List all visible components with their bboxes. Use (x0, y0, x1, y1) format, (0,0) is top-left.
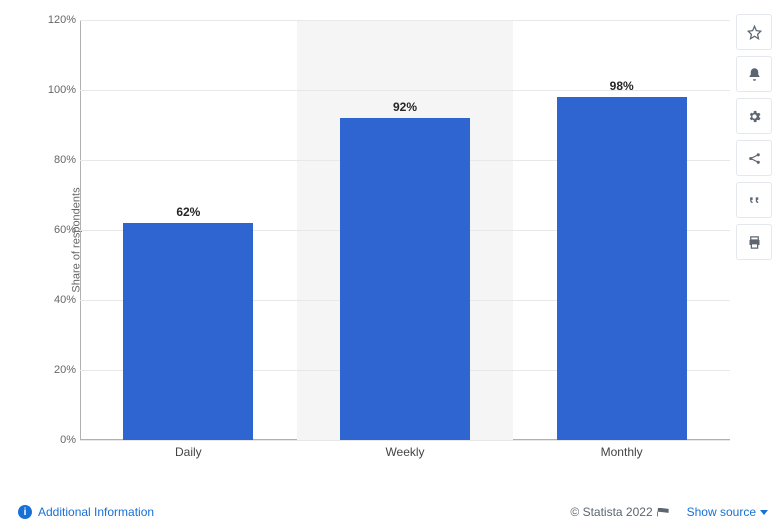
bar-value-label: 92% (393, 100, 417, 114)
footer-right: © Statista 2022 Show source (570, 505, 768, 519)
additional-info-label: Additional Information (38, 505, 154, 519)
footer: i Additional Information © Statista 2022… (18, 505, 768, 519)
print-button[interactable] (736, 224, 772, 260)
bar[interactable] (557, 97, 687, 440)
y-tick-label: 60% (36, 224, 76, 236)
x-tick-label: Monthly (601, 445, 643, 459)
info-icon: i (18, 505, 32, 519)
share-button[interactable] (736, 140, 772, 176)
bell-icon (747, 67, 762, 82)
gridline (80, 440, 730, 441)
print-icon (747, 235, 762, 250)
y-tick-label: 120% (36, 14, 76, 26)
y-tick-label: 20% (36, 364, 76, 376)
additional-info-link[interactable]: i Additional Information (18, 505, 154, 519)
settings-button[interactable] (736, 98, 772, 134)
cite-button[interactable] (736, 182, 772, 218)
side-toolbar (736, 14, 772, 260)
chevron-down-icon (760, 510, 768, 515)
x-tick-label: Daily (175, 445, 202, 459)
y-tick-label: 100% (36, 84, 76, 96)
quote-icon (747, 193, 762, 208)
plot-area: 0%20%40%60%80%100%120%62%Daily92%Weekly9… (80, 20, 730, 440)
bar[interactable] (340, 118, 470, 440)
copyright-text: © Statista 2022 (570, 505, 652, 519)
favorite-button[interactable] (736, 14, 772, 50)
chart-container: Share of respondents 0%20%40%60%80%100%1… (18, 10, 730, 470)
copyright: © Statista 2022 (570, 505, 668, 519)
x-tick-label: Weekly (385, 445, 424, 459)
show-source-label: Show source (687, 505, 756, 519)
bar[interactable] (123, 223, 253, 440)
notify-button[interactable] (736, 56, 772, 92)
show-source-link[interactable]: Show source (687, 505, 768, 519)
share-icon (747, 151, 762, 166)
bar-value-label: 62% (176, 205, 200, 219)
flag-icon (657, 508, 669, 517)
gridline (80, 20, 730, 21)
y-tick-label: 0% (36, 434, 76, 446)
bar-value-label: 98% (610, 79, 634, 93)
gear-icon (747, 109, 762, 124)
star-icon (747, 25, 762, 40)
y-tick-label: 80% (36, 154, 76, 166)
y-tick-label: 40% (36, 294, 76, 306)
